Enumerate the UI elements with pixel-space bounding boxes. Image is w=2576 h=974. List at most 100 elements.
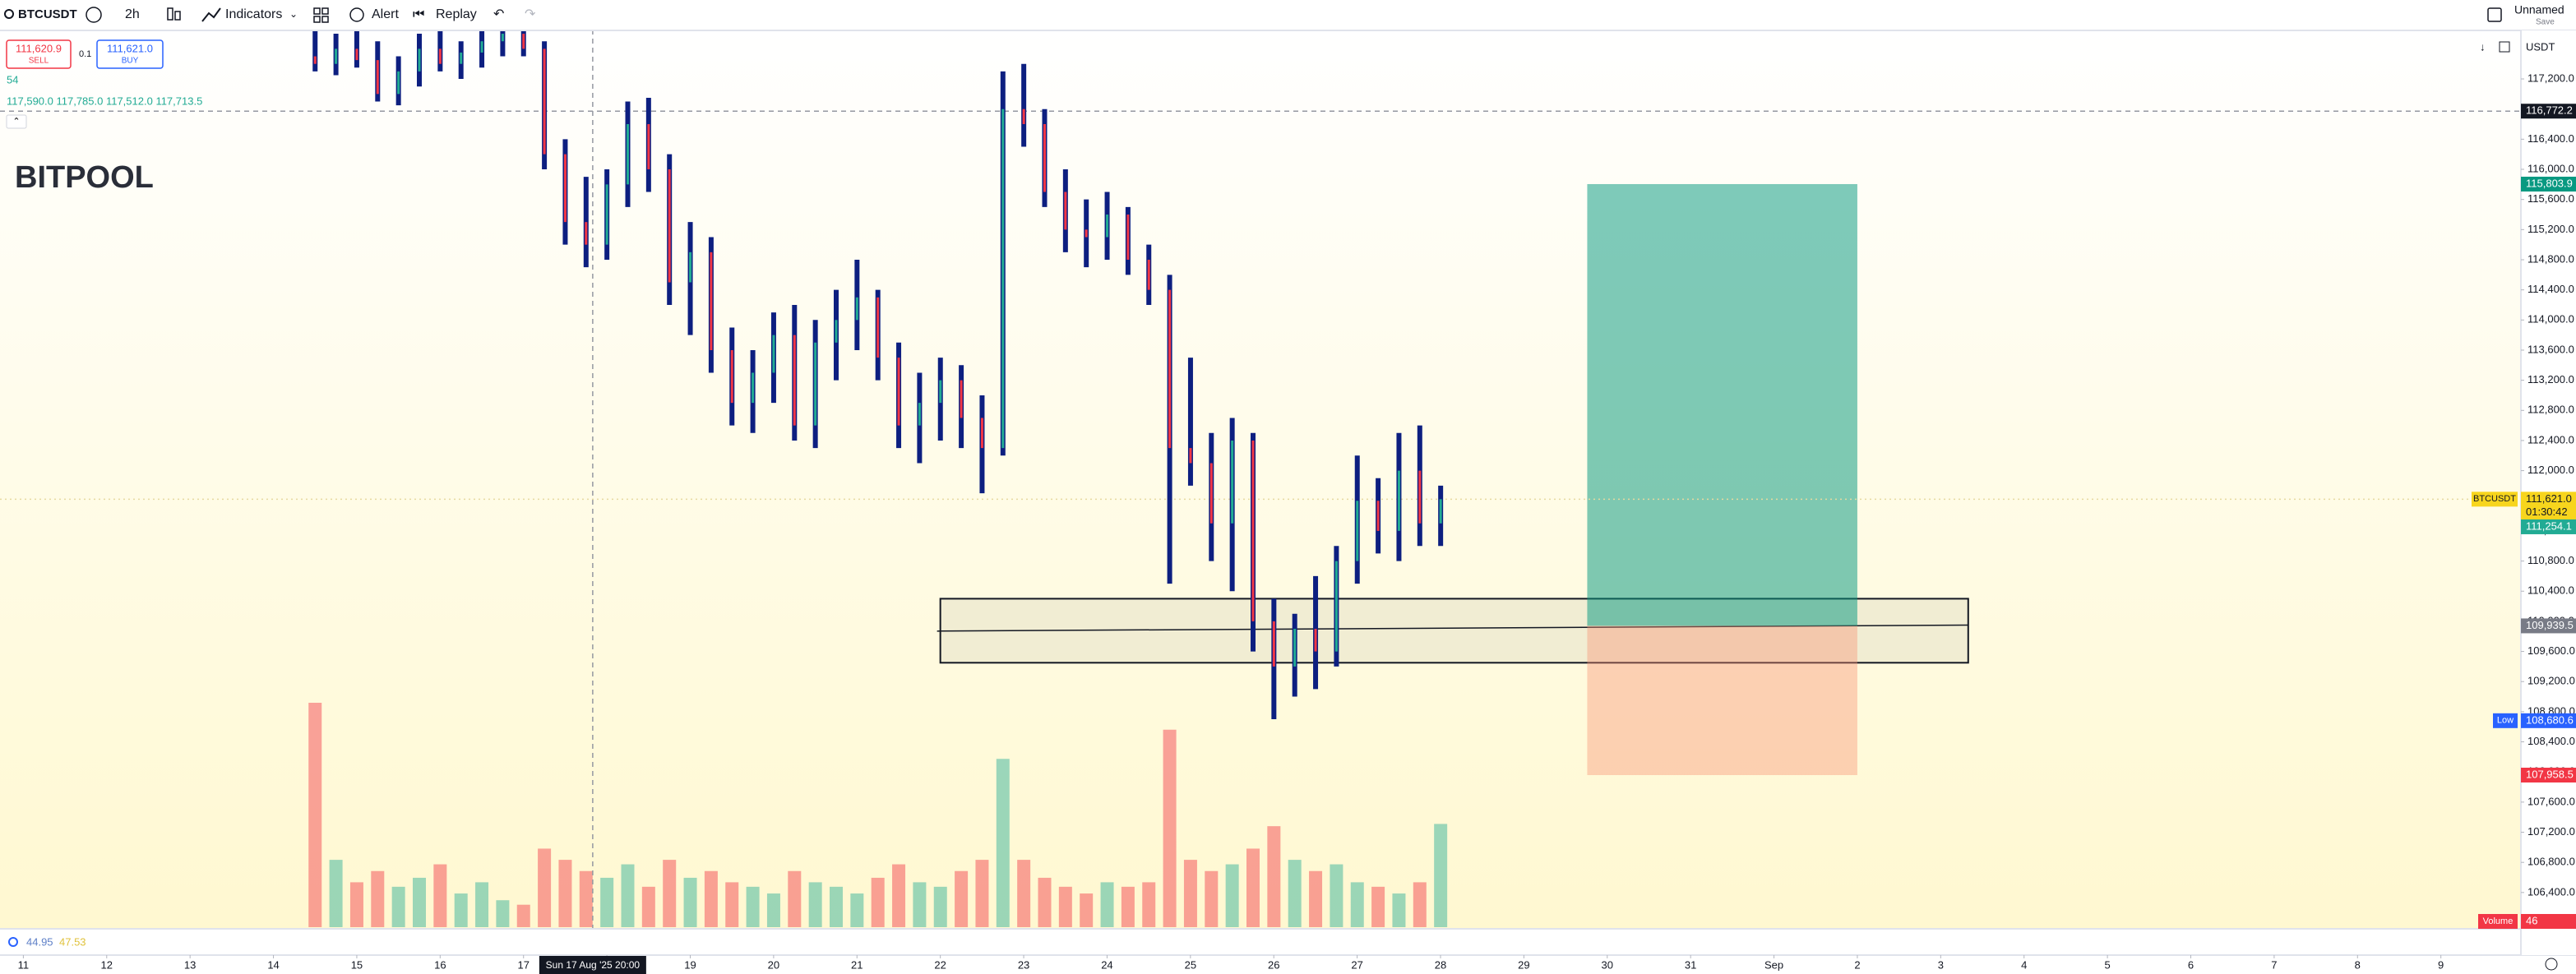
volume-bar [913, 882, 927, 927]
volume-bar [933, 886, 947, 927]
volume-bar [746, 886, 760, 927]
y-tick-label: 113,600.0 [2527, 343, 2574, 355]
volume-bar [1434, 824, 1448, 927]
replay-icon[interactable]: ⏮ [413, 7, 424, 21]
volume-bar [538, 848, 552, 927]
price-tag [2521, 768, 2576, 783]
volume-bar [1225, 864, 1239, 927]
layout-icon-3 [313, 16, 321, 23]
alert-icon[interactable] [349, 7, 364, 22]
buy-button[interactable] [96, 39, 164, 69]
volume-bar [1413, 882, 1427, 927]
save[interactable]: Save [2536, 18, 2555, 27]
volume-bar [1058, 886, 1072, 927]
prefix-tag-label: Low [2497, 716, 2514, 726]
layout-checkbox[interactable] [2487, 7, 2502, 22]
indicators[interactable]: Indicators [225, 7, 282, 21]
sell-label[interactable]: SELL [29, 57, 49, 66]
volume-bar [1080, 893, 1094, 927]
y-tick-label: 107,600.0 [2527, 795, 2575, 807]
symbol[interactable]: BTCUSDT [18, 7, 77, 21]
redo[interactable]: ↷ [525, 7, 536, 21]
collapse-legend[interactable] [6, 114, 27, 129]
price-tag-label: 115,803.9 [2526, 177, 2573, 189]
chart-type[interactable] [167, 7, 173, 21]
volume-bar [1350, 882, 1364, 927]
x-tick-label: 26 [1268, 958, 1279, 971]
x-tick-label: 6 [2188, 958, 2194, 971]
buy-price[interactable]: 111,621.0 [107, 42, 153, 54]
volume-value: 46 [2526, 914, 2537, 926]
settings-icon[interactable] [2545, 958, 2558, 971]
pane-arrow[interactable]: ↓ [2480, 40, 2486, 53]
y-tick-label: 112,400.0 [2527, 433, 2574, 445]
volume-bar [454, 893, 468, 927]
x-tick-label: 11 [18, 958, 30, 971]
volume-bar [496, 900, 510, 927]
countdown: 01:30:42 [2526, 505, 2568, 518]
price-tag-label: 109,939.5 [2526, 619, 2574, 631]
price-labels: 106,400.0 106,800.0 107,200.0 107,600.0 108,… [2521, 72, 2575, 898]
add-symbol[interactable] [86, 7, 102, 23]
x-tick-label: 29 [1518, 958, 1529, 971]
y-tick-label: 110,400.0 [2527, 584, 2574, 597]
y-tick-label: 117,200.0 [2527, 72, 2574, 84]
volume-bar [788, 870, 802, 927]
x-tick-label: 21 [851, 958, 863, 971]
volume-bar [371, 870, 385, 927]
indicator-icon[interactable] [8, 937, 18, 947]
y-tick-label: 115,600.0 [2527, 192, 2574, 205]
x-tick-label: 20 [768, 958, 779, 971]
search-icon[interactable] [4, 9, 14, 19]
volume-bar [1121, 886, 1135, 927]
price-tag [2521, 519, 2576, 534]
replay[interactable]: Replay [436, 7, 477, 21]
undo[interactable]: ↶ [493, 7, 504, 21]
volume-bar [433, 864, 447, 927]
price-tag-label: 107,958.5 [2526, 768, 2574, 780]
y-tick-label: 114,800.0 [2527, 252, 2574, 265]
sell-price[interactable]: 111,620.9 [16, 42, 62, 54]
volume-bar [1017, 860, 1031, 927]
price-tag [2521, 176, 2576, 192]
price-pane [0, 25, 2521, 955]
x-tick-label: 12 [101, 958, 113, 971]
y-tick-label: 107,200.0 [2527, 825, 2575, 838]
x-tick-label: 17 [517, 958, 529, 971]
spread: 0.1 [79, 49, 91, 59]
volume-bar [996, 759, 1010, 927]
volume-bar [391, 886, 405, 927]
y-tick-label: 114,400.0 [2527, 283, 2574, 295]
symbol-tag [2472, 492, 2518, 507]
pane-maximize[interactable] [2499, 41, 2510, 53]
volume-bar [349, 882, 363, 927]
legend-volume: 54 [7, 73, 18, 85]
layout-name[interactable]: Unnamed [2514, 3, 2564, 16]
crosshair-time: Sun 17 Aug '25 20:00 [546, 959, 641, 971]
indicators-caret[interactable]: ⌄ [289, 8, 298, 20]
volume-bar [413, 877, 426, 927]
volume-bar [641, 886, 655, 927]
buy-label[interactable]: BUY [122, 57, 139, 66]
chart-type-2 [174, 11, 181, 21]
loss-zone [1587, 625, 1857, 776]
volume-bar [871, 877, 885, 927]
sell-button[interactable] [6, 39, 72, 69]
interval[interactable]: 2h [125, 7, 140, 21]
zone-line [937, 624, 1968, 632]
x-tick-label: 15 [351, 958, 363, 971]
price-tag-label: 116,772.2 [2526, 104, 2573, 117]
indicator-strip [0, 929, 2521, 955]
x-tick-label: 28 [1435, 958, 1446, 971]
volume-bar [558, 860, 572, 927]
x-tick-label: 4 [2021, 958, 2027, 971]
volume-bar [475, 882, 489, 927]
x-tick-label: 5 [2104, 958, 2110, 971]
volume-bar [1330, 864, 1343, 927]
currency[interactable]: USDT [2526, 40, 2555, 53]
alert[interactable]: Alert [372, 7, 399, 21]
x-tick-label: 23 [1018, 958, 1029, 971]
layout-icon[interactable] [313, 7, 321, 15]
indicators-icon[interactable] [201, 7, 221, 22]
volume-bar [704, 870, 718, 927]
